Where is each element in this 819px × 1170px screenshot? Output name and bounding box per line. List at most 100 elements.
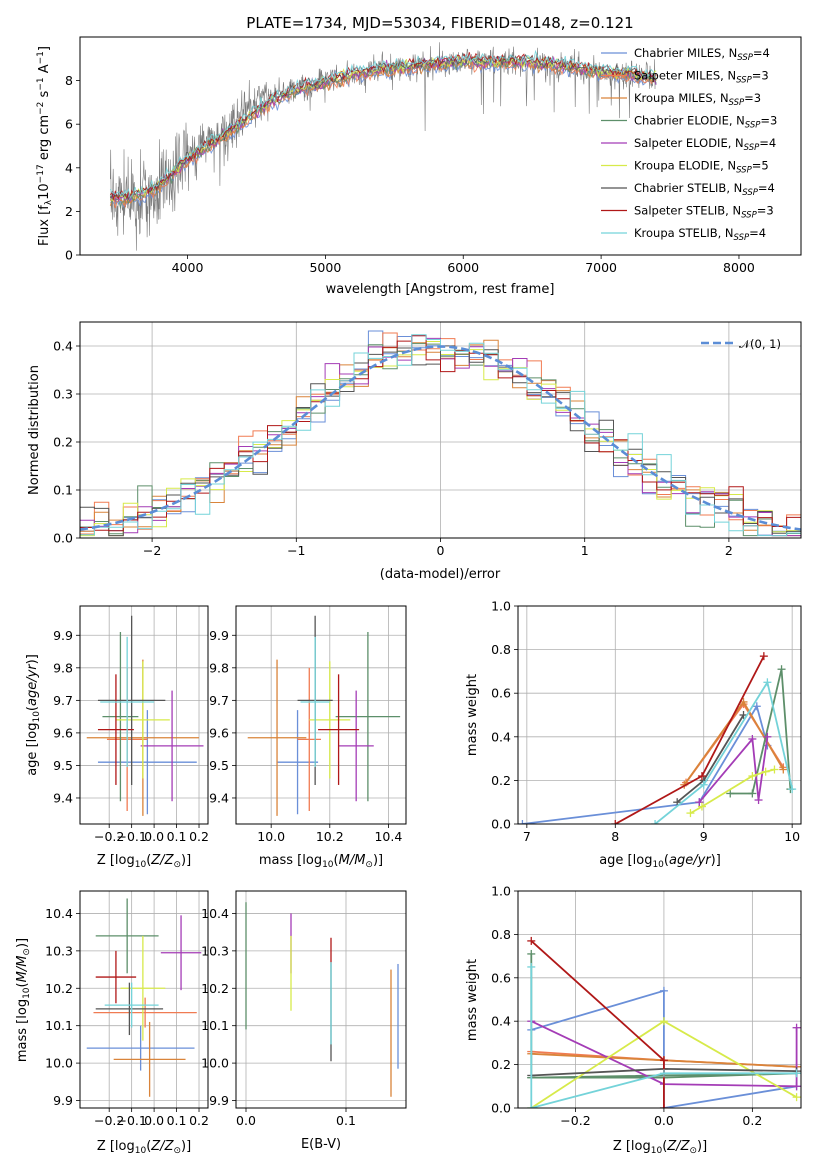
weight-marker xyxy=(763,678,772,687)
x-tick-label: 0.2 xyxy=(189,829,209,844)
x-tick-label: 5000 xyxy=(309,260,341,275)
mass-z-ylabel: mass [log10(M/M⊙)] xyxy=(15,938,32,1062)
x-tick-label: 0.1 xyxy=(167,829,187,844)
y-tick-label: 9.7 xyxy=(53,693,73,708)
weight-marker xyxy=(792,1093,801,1102)
x-tick-label: 10 xyxy=(784,829,800,844)
legend-entry: Chabrier STELIB, NSSP=4 xyxy=(634,181,775,198)
model-line-5 xyxy=(109,55,657,202)
y-tick-label: 9.4 xyxy=(209,790,229,805)
weight-marker xyxy=(527,962,536,971)
weight-marker xyxy=(792,1023,801,1032)
y-tick-label: 10.4 xyxy=(201,906,229,921)
age-vs-mass-panel: 10.0 10.2 10.4 9.4 9.5 9.6 9.7 9.8 9.9 mass [log… xyxy=(209,605,407,870)
y-tick-label: 0.2 xyxy=(491,773,511,788)
x-tick-label: 1 xyxy=(581,543,589,558)
x-tick-label: −1 xyxy=(287,543,305,558)
x-tick-label: 10.0 xyxy=(257,829,285,844)
x-tick-label: 9 xyxy=(700,829,708,844)
y-tick-label: 9.7 xyxy=(209,693,229,708)
weight-marker xyxy=(754,796,763,805)
y-tick-label: 9.8 xyxy=(209,660,229,675)
age-vs-z-panel: −0.2−0.10.0 0.1 0.2 9.4 9.5 9.6 9.7 9.8 9.9 Z [l… xyxy=(25,605,209,870)
legend-entry: Kroupa ELODIE, NSSP=5 xyxy=(634,159,769,176)
weight-line-4 xyxy=(698,736,769,803)
x-tick-label: 0.0 xyxy=(654,1113,674,1128)
y-tick-label: 10.1 xyxy=(201,1018,229,1033)
y-tick-label: 2 xyxy=(65,204,73,219)
y-tick-label: 0.2 xyxy=(491,1057,511,1072)
y-tick-label: 9.5 xyxy=(209,758,229,773)
spectrum-panel: PLATE=1734, MJD=53034, FIBERID=0148, z=0… xyxy=(36,14,802,297)
age-z-ylabel: age [log10(age/yr)] xyxy=(25,654,42,776)
y-tick-label: 8 xyxy=(65,73,73,88)
y-tick-label: 0.4 xyxy=(53,339,73,354)
weight-age-ylabel: mass weight xyxy=(465,674,480,756)
histogram-8 xyxy=(80,334,801,537)
legend-entry: Salpeter ELODIE, NSSP=4 xyxy=(634,136,776,153)
weight-marker xyxy=(763,732,772,741)
weight-age-xlabel: age [log10(age/yr)] xyxy=(599,853,721,870)
y-tick-label: 0.1 xyxy=(53,483,73,498)
histogram-7 xyxy=(80,335,801,532)
y-tick-label: 9.9 xyxy=(209,1093,229,1108)
weight-z-xlabel: Z [log10(Z/Z⊙)] xyxy=(613,1139,707,1156)
age-mass-xlabel: mass [log10(M/M⊙)] xyxy=(259,853,383,870)
weight-marker xyxy=(686,809,695,818)
y-tick-label: 0.4 xyxy=(491,729,511,744)
weight-marker xyxy=(527,949,536,958)
weight-marker xyxy=(748,734,757,743)
spectrum-legend: Chabrier MILES, NSSP=4 Salpeter MILES, NS… xyxy=(601,46,777,243)
weight-marker xyxy=(748,772,757,781)
spectrum-xlabel: wavelength [Angstrom, rest frame] xyxy=(326,282,555,297)
weight-marker xyxy=(518,820,527,824)
x-tick-label: 8000 xyxy=(723,260,755,275)
weight-marker xyxy=(527,1104,536,1108)
x-tick-label: 0.1 xyxy=(167,1113,187,1128)
y-tick-label: 10.0 xyxy=(45,1056,73,1071)
y-tick-label: 10.2 xyxy=(45,981,73,996)
y-tick-label: 9.9 xyxy=(53,628,73,643)
y-tick-label: 0.6 xyxy=(491,686,511,701)
y-tick-label: 1.0 xyxy=(491,884,511,899)
weight-marker xyxy=(659,1017,668,1026)
y-tick-label: 6 xyxy=(65,117,73,132)
y-tick-label: 10.3 xyxy=(201,943,229,958)
weight-marker xyxy=(697,802,706,811)
legend-entry: Chabrier MILES, NSSP=4 xyxy=(634,46,770,63)
mass-z-xlabel: Z [log10(Z/Z⊙)] xyxy=(97,1139,191,1156)
legend-entry: Kroupa STELIB, NSSP=4 xyxy=(634,226,766,243)
y-tick-label: 0.8 xyxy=(491,927,511,942)
x-tick-label: 10.2 xyxy=(316,829,344,844)
weight-marker xyxy=(699,780,708,789)
weight-marker xyxy=(788,785,797,794)
x-tick-label: 7000 xyxy=(585,260,617,275)
legend-entry: Kroupa MILES, NSSP=3 xyxy=(634,91,761,108)
x-tick-label: −0.2 xyxy=(94,829,124,844)
x-tick-label: −0.2 xyxy=(94,1113,124,1128)
y-tick-label: 0.2 xyxy=(53,435,73,450)
weight-marker xyxy=(659,986,668,995)
weight-marker xyxy=(726,789,735,798)
y-tick-label: 0.0 xyxy=(53,531,73,546)
x-tick-label: −0.1 xyxy=(116,829,146,844)
weight-marker xyxy=(527,936,536,945)
y-tick-label: 0.6 xyxy=(491,970,511,985)
y-tick-label: 10.2 xyxy=(201,981,229,996)
normal-curve xyxy=(80,345,801,531)
y-tick-label: 9.9 xyxy=(53,1093,73,1108)
x-tick-label: 8 xyxy=(611,829,619,844)
x-tick-label: 0.0 xyxy=(144,829,164,844)
weight-marker xyxy=(761,767,770,776)
y-tick-label: 10.0 xyxy=(201,1056,229,1071)
weight-line-8 xyxy=(654,679,794,824)
y-tick-label: 0 xyxy=(65,248,73,263)
weight-marker xyxy=(659,1104,668,1108)
x-tick-label: 0.0 xyxy=(144,1113,164,1128)
y-tick-label: 4 xyxy=(65,160,73,175)
weight-marker xyxy=(659,1069,668,1078)
y-tick-label: 10.3 xyxy=(45,943,73,958)
residuals-legend: 𝒩(0, 1) xyxy=(701,337,781,351)
weight-marker xyxy=(792,1082,801,1091)
